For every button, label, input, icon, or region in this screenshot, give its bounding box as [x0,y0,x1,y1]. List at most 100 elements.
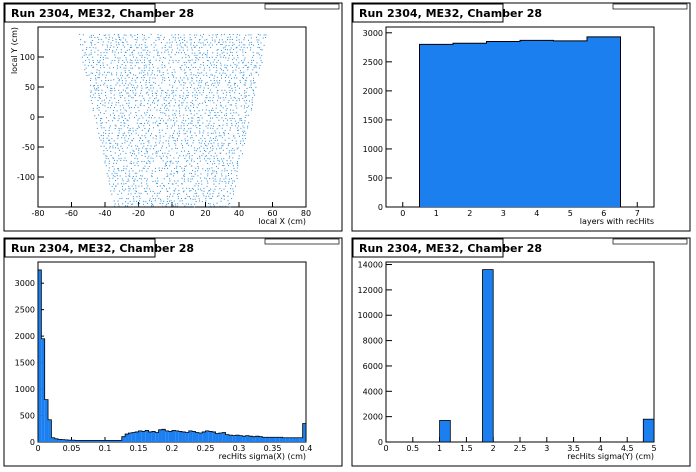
scatter-point [169,135,171,137]
scatter-point [208,203,210,205]
scatter-point [113,170,115,172]
scatter-point [118,168,120,170]
scatter-point [186,102,188,104]
stats-box-layers [612,3,688,10]
scatter-point [121,192,123,194]
scatter-point [122,185,124,187]
scatter-point [223,33,225,35]
scatter-point [179,81,181,83]
scatter-point [243,127,245,129]
sigma-x-bin [218,433,223,442]
scatter-point [124,142,126,144]
scatter-point [248,94,250,96]
scatter-point [221,117,223,119]
scatter-point [213,160,215,162]
scatter-point [231,90,233,92]
scatter-point [212,195,214,197]
scatter-point [120,159,122,161]
scatter-point [184,175,186,177]
scatter-point [111,51,113,53]
sigma-x-bin [64,439,69,442]
scatter-point [221,190,223,192]
scatter-point [225,185,227,187]
scatter-point [250,64,252,66]
scatter-point [127,193,129,195]
scatter-point [201,190,203,192]
scatter-point [132,84,134,86]
scatter-point [105,77,107,79]
scatter-point [115,185,117,187]
scatter-point [234,92,236,94]
layer-bars-outline [419,36,621,207]
scatter-point [221,170,223,172]
scatter-point [228,175,230,177]
scatter-point [156,155,158,157]
scatter-point [127,127,129,129]
scatter-point [216,155,218,157]
scatter-point [237,125,239,127]
scatter-point [197,148,199,150]
scatter-point [154,200,156,202]
scatter-point [132,127,134,129]
scatter-point [117,200,119,202]
scatter-point [185,140,187,142]
scatter-point [125,34,127,36]
scatter-point [133,150,135,152]
scatter-plot-area: -80 -60 -40 -20 0 20 40 60 80-100-50050100local … [10,26,311,226]
scatter-point [130,160,132,162]
scatter-point [118,115,120,117]
scatter-point [242,130,244,132]
sigma-x-bin [282,437,286,442]
scatter-point [141,154,143,156]
scatter-point [155,135,157,137]
scatter-point [123,125,125,127]
scatter-point [223,165,225,167]
scatter-point [213,203,215,205]
scatter-point [168,62,170,64]
scatter-point [158,117,160,119]
scatter-point [206,81,208,83]
scatter-point [180,67,182,69]
scatter-point [103,71,105,73]
scatter-point [253,54,255,56]
scatter-point [242,97,244,99]
scatter-point [142,147,144,149]
scatter-point [213,190,215,192]
scatter-point [169,173,171,175]
scatter-point [128,49,130,51]
scatter-point [223,198,225,200]
scatter-point [161,61,163,63]
scatter-point [173,130,175,132]
scatter-point [110,62,112,64]
scatter-point [123,122,125,124]
scatter-point [110,79,112,81]
scatter-point [241,122,243,124]
scatter-point [196,77,198,79]
scatter-point [138,149,140,151]
scatter-point [154,192,156,194]
scatter-point [169,187,171,189]
scatter-point [202,109,204,111]
y-tick-label: 0 [378,203,383,212]
scatter-point [216,44,218,46]
scatter-point [244,84,246,86]
scatter-point [153,74,155,76]
scatter-point [194,185,196,187]
scatter-point [168,183,170,185]
scatter-point [211,44,213,46]
scatter-point [97,49,99,51]
scatter-point [175,102,177,104]
scatter-point [234,170,236,172]
sigma-x-bin [38,269,42,442]
scatter-point [233,118,235,120]
scatter-point [102,62,104,64]
scatter-point [111,60,113,62]
scatter-point [117,77,119,79]
scatter-point [126,205,128,207]
scatter-point [144,74,146,76]
scatter-point [156,120,158,122]
scatter-point [146,80,148,82]
scatter-point [227,119,229,121]
scatter-point [167,119,169,121]
scatter-point [204,138,206,140]
